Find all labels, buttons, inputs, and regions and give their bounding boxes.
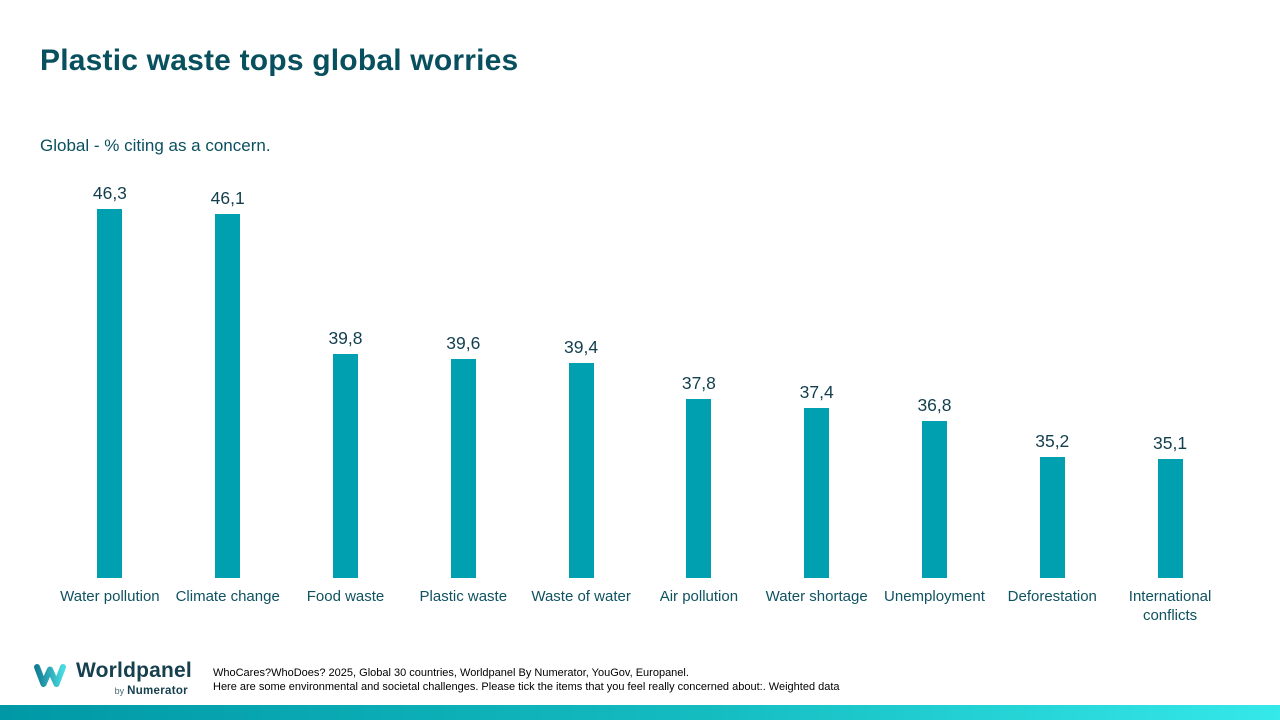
bar-column: 35,1 <box>1111 180 1229 578</box>
category-label: International conflicts <box>1128 588 1212 624</box>
bar <box>921 421 947 578</box>
bar <box>97 209 123 578</box>
bar-column: 39,4 <box>522 180 640 578</box>
bar-value-label: 46,1 <box>210 188 245 208</box>
bar-value-label: 39,6 <box>446 333 481 353</box>
bar-value-label: 35,1 <box>1153 433 1188 453</box>
category-label: Deforestation <box>1007 588 1097 605</box>
bar-value-label: 46,3 <box>92 183 127 203</box>
worldpanel-logo-text: Worldpanel by Numerator <box>76 659 192 698</box>
category-label: Climate change <box>175 588 280 605</box>
bar-column: 37,8 <box>640 180 758 578</box>
bar-column: 46,1 <box>169 180 287 578</box>
bottom-accent-stripe <box>0 705 1280 720</box>
worldpanel-logo: Worldpanel by Numerator <box>33 659 192 698</box>
bar <box>332 354 358 578</box>
bar <box>686 399 712 578</box>
category-label: Food waste <box>306 588 385 605</box>
bar-column: 46,3 <box>51 180 169 578</box>
page-title: Plastic waste tops global worries <box>40 44 519 77</box>
bar-value-label: 39,8 <box>328 328 363 348</box>
chart-subtitle: Global - % citing as a concern. <box>40 136 271 155</box>
category-label: Water pollution <box>60 588 160 605</box>
byline-by-label: by <box>114 686 125 696</box>
bar <box>1157 459 1183 578</box>
bar-column: 39,6 <box>404 180 522 578</box>
worldpanel-w-icon <box>34 664 66 687</box>
category-label: Unemployment <box>884 588 985 605</box>
byline-numerator-label: Numerator <box>127 685 188 697</box>
bar-value-label: 37,4 <box>799 382 834 402</box>
category-label: Air pollution <box>659 588 739 605</box>
bar-column: 39,8 <box>287 180 405 578</box>
bar <box>804 408 830 578</box>
bar-value-label: 35,2 <box>1035 431 1070 451</box>
bar <box>568 363 594 578</box>
bar <box>215 214 241 578</box>
bar-chart-plot-area: 46,3 46,1 39,8 39,6 39,4 37,8 37,4 36,8 35,2 35,1 <box>51 180 1229 578</box>
source-note: WhoCares?WhoDoes? 2025, Global 30 countr… <box>213 667 840 694</box>
source-line-1: WhoCares?WhoDoes? 2025, Global 30 countr… <box>213 667 689 679</box>
bar-value-label: 36,8 <box>917 395 952 415</box>
bar-column: 36,8 <box>876 180 994 578</box>
bar-column: 37,4 <box>758 180 876 578</box>
numerator-byline: by Numerator <box>76 683 192 698</box>
bar-value-label: 39,4 <box>564 337 599 357</box>
bar-chart-x-axis: Water pollution Climate change Food waste P… <box>51 587 1229 625</box>
category-label: Waste of water <box>531 588 631 605</box>
bar <box>1039 457 1065 578</box>
bar <box>450 359 476 578</box>
bar-value-label: 37,8 <box>681 373 716 393</box>
bar-column: 35,2 <box>993 180 1111 578</box>
source-line-2: Here are some environmental and societal… <box>213 680 840 693</box>
category-label: Plastic waste <box>419 588 508 605</box>
worldpanel-brand-name: Worldpanel <box>76 659 192 682</box>
category-label: Water shortage <box>765 588 868 605</box>
